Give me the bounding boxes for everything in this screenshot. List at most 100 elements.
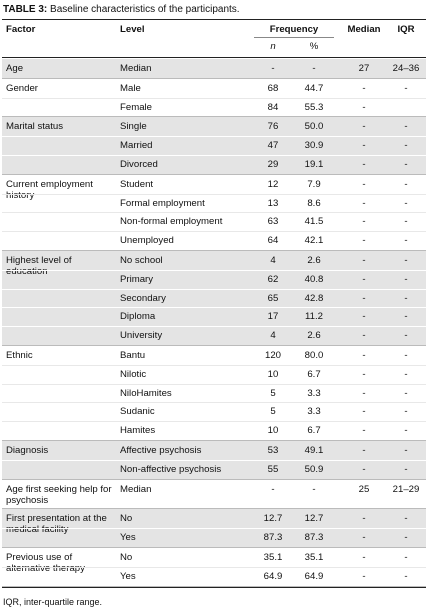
level-cell: Bantu: [120, 350, 146, 361]
value-cell: -: [362, 387, 366, 399]
header-level: Level: [120, 24, 145, 35]
value-cell: -: [404, 350, 408, 361]
value-cell: 13: [267, 197, 279, 209]
factor-cell: Gender: [6, 82, 38, 94]
level-cell: Secondary: [120, 292, 166, 304]
group-divider: [2, 478, 426, 480]
value-cell: 76: [267, 121, 279, 133]
level-cell: Formal employment: [120, 197, 205, 209]
value-cell: -: [404, 463, 408, 475]
value-cell: -: [404, 197, 408, 209]
value-cell: 80.0: [304, 350, 324, 361]
group-divider: [2, 77, 426, 79]
value-cell: 10: [267, 368, 279, 380]
level-cell: No school: [120, 255, 163, 266]
value-cell: -: [404, 311, 408, 323]
table-title: TABLE 3: Baseline characteristics of the…: [3, 4, 240, 15]
row-divider: [2, 364, 426, 366]
value-cell: -: [404, 292, 408, 304]
row-shade: [2, 59, 426, 78]
group-divider: [2, 547, 426, 548]
value-cell: 8.6: [307, 197, 321, 209]
value-cell: -: [404, 368, 408, 380]
value-cell: -: [362, 121, 366, 133]
level-cell: Male: [120, 82, 141, 94]
group-divider: [2, 508, 426, 510]
factor-cell: Diagnosis: [6, 445, 49, 456]
value-cell: -: [404, 178, 408, 190]
value-cell: -: [404, 121, 408, 133]
value-cell: -: [362, 216, 366, 228]
level-cell: Female: [120, 101, 152, 113]
group-divider: [2, 345, 426, 346]
value-cell: 4: [270, 255, 276, 266]
level-cell: Yes: [120, 532, 136, 544]
value-cell: -: [362, 330, 366, 342]
group-divider: [2, 585, 426, 587]
value-cell: -: [362, 532, 366, 544]
value-cell: -: [362, 463, 366, 475]
value-cell: -: [404, 570, 408, 582]
row-divider: [2, 231, 426, 233]
value-cell: 53: [267, 445, 279, 456]
header-percent: %: [309, 41, 319, 52]
value-cell: -: [404, 387, 408, 399]
value-cell: 12.7: [263, 513, 283, 525]
rule: [2, 19, 426, 20]
value-cell: -: [362, 140, 366, 152]
value-cell: 21–29: [392, 483, 420, 495]
value-cell: 6.7: [307, 368, 321, 380]
value-cell: 19.1: [304, 159, 324, 170]
value-cell: -: [362, 292, 366, 304]
row-divider: [2, 97, 426, 99]
group-divider: [2, 440, 426, 441]
header-n: n: [270, 41, 276, 52]
value-cell: -: [404, 273, 408, 285]
row-shade: [2, 117, 426, 174]
value-cell: -: [312, 483, 316, 495]
value-cell: -: [404, 140, 408, 152]
value-cell: 3.3: [307, 387, 321, 399]
group-divider: [2, 116, 426, 118]
value-cell: -: [271, 483, 275, 495]
row-divider: [2, 459, 426, 461]
value-cell: 5: [270, 406, 276, 418]
value-cell: 6.7: [307, 425, 321, 437]
value-cell: 55.3: [304, 101, 324, 113]
value-cell: -: [362, 82, 366, 94]
value-cell: -: [404, 82, 408, 94]
row-divider: [2, 528, 426, 530]
value-cell: -: [404, 330, 408, 342]
value-cell: 65: [267, 292, 279, 304]
header-median: Median: [347, 24, 381, 35]
value-cell: 24–36: [392, 63, 420, 74]
level-cell: Sudanic: [120, 406, 155, 418]
level-cell: Hamites: [120, 425, 156, 437]
level-cell: Single: [120, 121, 147, 133]
level-cell: No: [120, 552, 133, 563]
value-cell: 63: [267, 216, 279, 228]
value-cell: 7.9: [307, 178, 321, 190]
value-cell: 120: [264, 350, 282, 361]
value-cell: -: [362, 101, 366, 113]
value-cell: -: [404, 445, 408, 456]
group-divider: [2, 250, 426, 251]
value-cell: 2.6: [307, 255, 321, 266]
factor-cell: Ethnic: [6, 350, 33, 361]
group-divider: [2, 173, 426, 175]
value-cell: -: [362, 273, 366, 285]
value-cell: -: [271, 63, 275, 74]
level-cell: Non-formal employment: [120, 216, 223, 228]
value-cell: 41.5: [304, 216, 324, 228]
title-text: Baseline characteristics of the particip…: [50, 4, 240, 15]
value-cell: -: [404, 552, 408, 563]
rule: [2, 57, 426, 58]
value-cell: -: [362, 197, 366, 209]
level-cell: Yes: [120, 570, 136, 582]
factor-cell: Marital status: [6, 121, 64, 133]
value-cell: 5: [270, 387, 276, 399]
row-divider: [2, 136, 426, 138]
row-shade: [2, 251, 426, 345]
value-cell: 29: [267, 159, 279, 170]
row-divider: [2, 193, 426, 195]
